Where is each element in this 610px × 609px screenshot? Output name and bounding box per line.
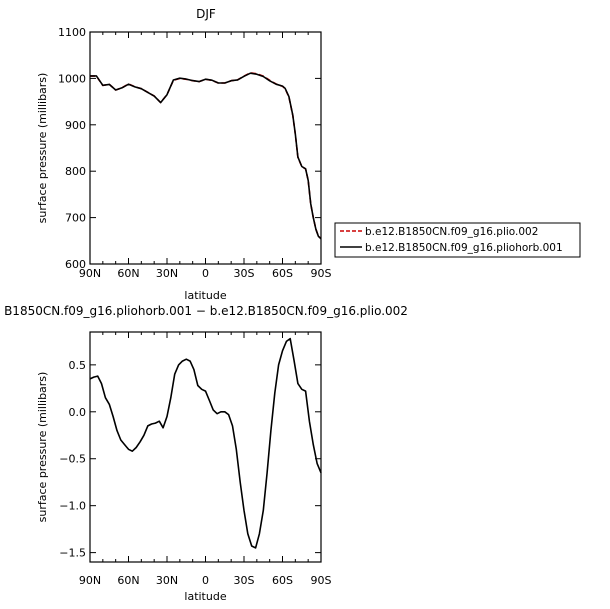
x-tick-label: 30S bbox=[234, 574, 255, 587]
y-tick-label: 700 bbox=[65, 212, 86, 225]
x-tick-label: 30N bbox=[156, 574, 178, 587]
x-tick-label: 90S bbox=[311, 267, 332, 280]
y-axis-label: surface pressure (millibars) bbox=[36, 372, 49, 523]
bottom-chart: 90N 60N 30N 0 30S 60S 90S 0.5 0.0 −0.5 −1.0 −1.5 B18… bbox=[4, 304, 408, 603]
y-tick-label: −1.0 bbox=[59, 500, 86, 513]
x-tick-label: 60N bbox=[117, 574, 139, 587]
y-tick-label: 0.0 bbox=[69, 406, 87, 419]
x-tick-label: 60N bbox=[117, 267, 139, 280]
y-tick-label: −1.5 bbox=[59, 547, 86, 560]
x-tick-label: 90N bbox=[79, 574, 101, 587]
series-line-0 bbox=[89, 337, 322, 549]
plot-frame bbox=[89, 31, 322, 265]
x-tick-label: 90N bbox=[79, 267, 101, 280]
x-tick-label: 90S bbox=[311, 574, 332, 587]
y-axis-label: surface pressure (millibars) bbox=[36, 73, 49, 224]
x-tick-label: 30S bbox=[234, 267, 255, 280]
legend-box bbox=[334, 222, 581, 258]
y-tick-label: 800 bbox=[65, 165, 86, 178]
y-tick-label: −0.5 bbox=[59, 453, 86, 466]
x-tick-label: 60S bbox=[272, 267, 293, 280]
y-tick-label: 1100 bbox=[58, 26, 86, 39]
y-tick-label: 600 bbox=[65, 258, 86, 271]
legend: b.e12.B1850CN.f09_g16.plio.002 b.e12.B185… bbox=[334, 222, 581, 258]
legend-entry-1: b.e12.B1850CN.f09_g16.pliohorb.001 bbox=[365, 242, 563, 254]
x-tick-label: 30N bbox=[156, 267, 178, 280]
series-line-1 bbox=[90, 72, 322, 240]
y-tick-label: 900 bbox=[65, 119, 86, 132]
legend-entry-0: b.e12.B1850CN.f09_g16.plio.002 bbox=[365, 226, 538, 238]
top-chart: 90N 60N 30N 0 30S 60S 90S 600 700 800 900 1000 1100 D… bbox=[36, 7, 332, 302]
x-axis-label: latitude bbox=[184, 590, 226, 603]
x-tick-label: 60S bbox=[272, 574, 293, 587]
plot-frame bbox=[89, 331, 322, 563]
x-tick-label: 0 bbox=[202, 574, 209, 587]
y-tick-label: 1000 bbox=[58, 72, 86, 85]
x-tick-label: 0 bbox=[202, 267, 209, 280]
x-axis-label: latitude bbox=[184, 289, 226, 302]
chart-title: B1850CN.f09_g16.pliohorb.001 − b.e12.B18… bbox=[4, 304, 408, 318]
y-tick-label: 0.5 bbox=[69, 359, 87, 372]
series-line-0 bbox=[90, 72, 322, 240]
chart-title: DJF bbox=[196, 7, 216, 21]
